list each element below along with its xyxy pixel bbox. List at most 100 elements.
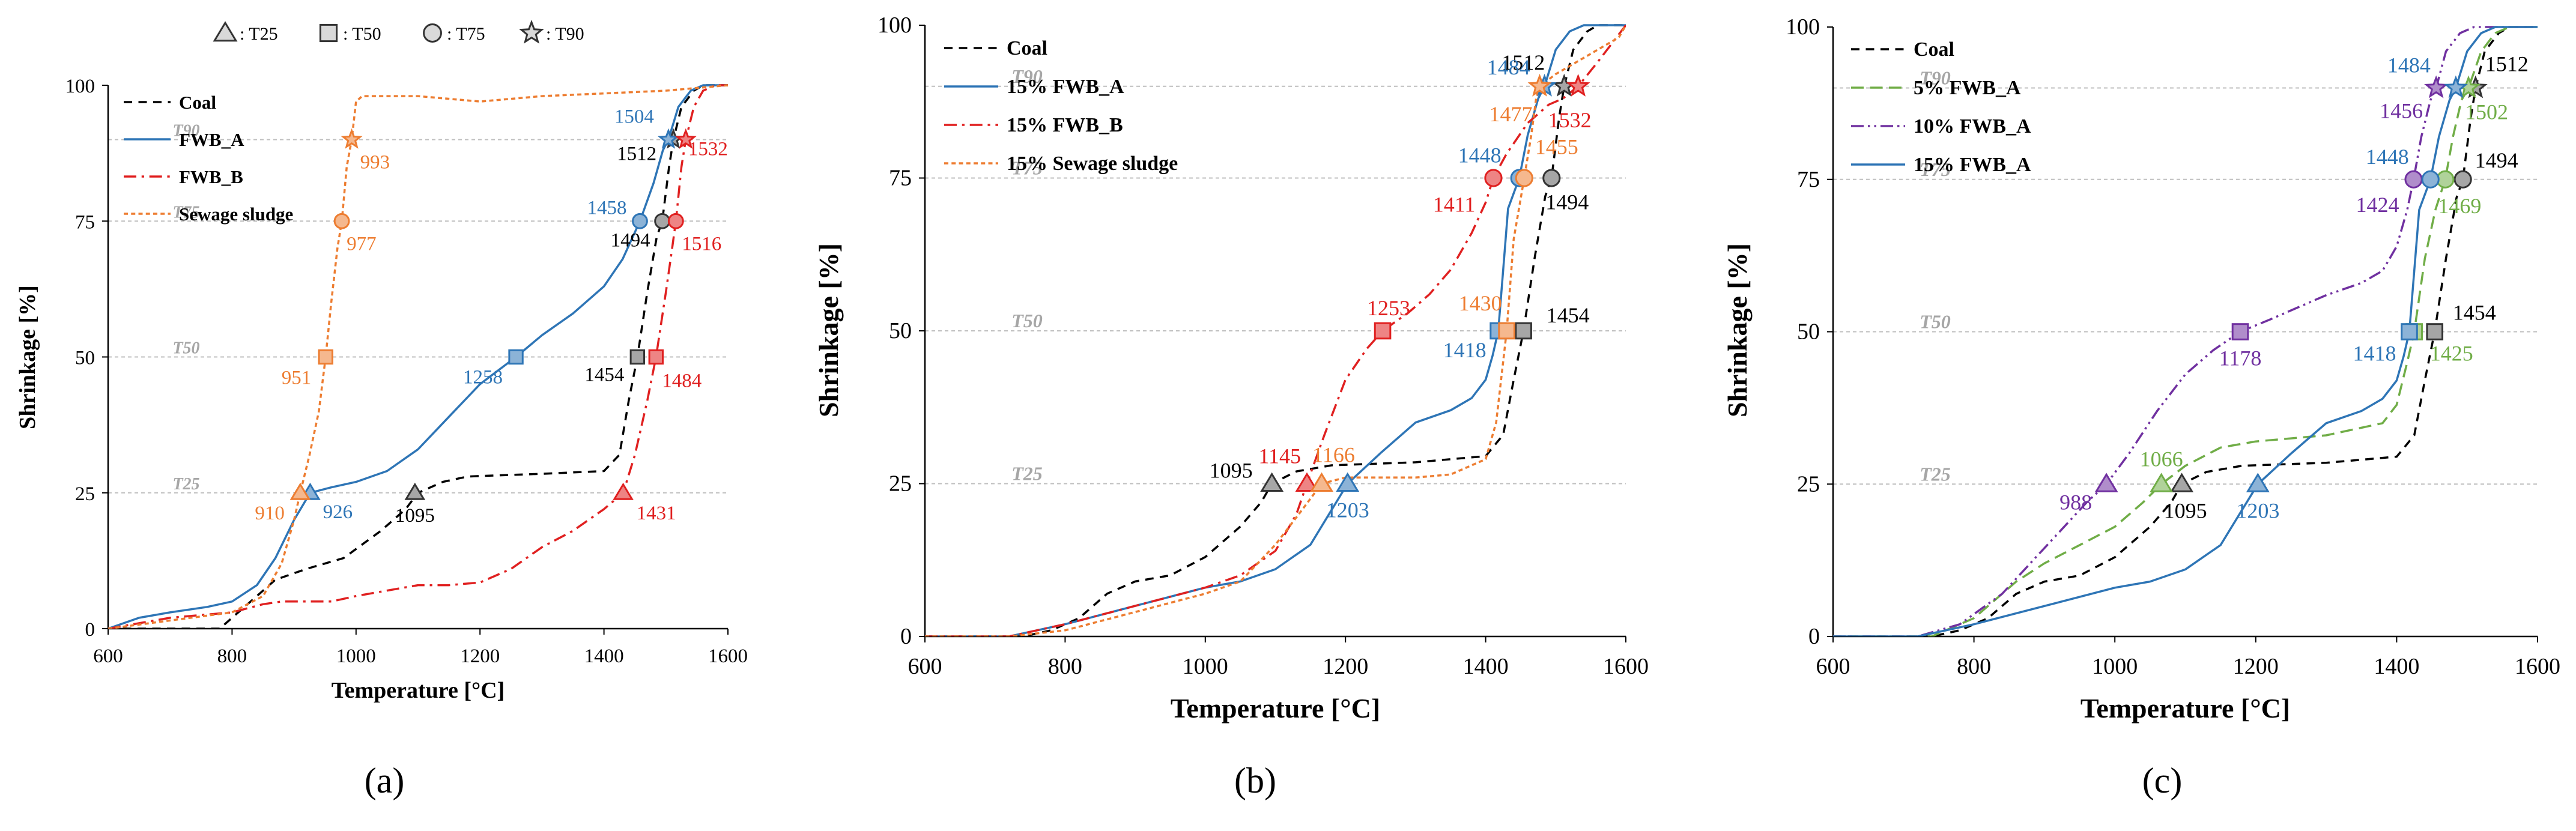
marker-triangle-fwb_b (613, 482, 634, 500)
marker-legend: : T25: T50: T75: T90 (213, 19, 584, 44)
ref-line-label: T50 (1920, 311, 1951, 333)
panel-caption: (b) (1234, 761, 1276, 800)
marker-star-fwb_b (1566, 73, 1590, 97)
ref-line-label: T25 (1011, 463, 1043, 485)
marker-circle-sludge (333, 213, 350, 229)
x-axis-title: Temperature [°C] (2080, 693, 2290, 724)
marker-value-label: 1512 (1502, 50, 1545, 74)
marker-value-label: 1458 (587, 197, 626, 219)
ref-line-label: T25 (1920, 463, 1951, 485)
series-line-coal (925, 24, 1626, 636)
chart-panel-c: T25 T50 T75 T90 600 800 1000 1200 1400 1600 0 25 50 7… (1722, 14, 2560, 800)
panel-caption: (a) (365, 761, 405, 800)
x-tick-label: 1600 (708, 645, 748, 667)
x-tick-label: 1200 (460, 645, 500, 667)
marker-triangle-fwb5 (2150, 473, 2174, 492)
y-axis-title: Shrinkage [%] (813, 243, 844, 417)
square-legend-icon (319, 23, 338, 43)
marker-value-label: 1454 (2453, 301, 2496, 325)
marker-value-label: 1166 (1312, 443, 1355, 467)
marker-star-fwb_a (657, 128, 679, 149)
marker-value-label: 1425 (2430, 342, 2473, 366)
x-tick-label: 1600 (2515, 654, 2560, 679)
marker-value-label: 1178 (2219, 346, 2262, 370)
x-tick-label: 800 (1957, 654, 1991, 679)
marker-circle-fwb_a (632, 213, 648, 229)
marker-triangle-fwb_b (1295, 472, 1319, 492)
marker-square-fwb10 (2231, 323, 2249, 340)
marker-square-coal (2426, 323, 2444, 340)
y-tick-label: 25 (1797, 471, 1820, 497)
legend-label: Coal (1914, 38, 1954, 61)
marker-value-label: 988 (2059, 490, 2092, 514)
marker-value-label: 1418 (2353, 342, 2396, 366)
series-line-fwb_b (925, 24, 1626, 636)
x-tick-label: 600 (93, 645, 123, 667)
marker-value-label: 1456 (2380, 99, 2423, 123)
y-tick-label: 75 (75, 211, 95, 233)
y-axis-title: Shrinkage [%] (15, 285, 40, 429)
marker-circle-fwb_a (2421, 170, 2440, 189)
marker-value-label: 1203 (2236, 498, 2279, 522)
x-tick-label: 600 (908, 654, 942, 679)
marker-square-fwb_a (508, 349, 524, 365)
y-tick-label: 0 (900, 624, 912, 649)
legend-label: FWB_A (179, 129, 244, 150)
marker-star-sludge (1527, 73, 1552, 97)
y-tick-label: 100 (877, 13, 912, 38)
star-legend-icon (519, 19, 544, 44)
marker-value-label: 1253 (1367, 296, 1410, 320)
marker-value-label: 1424 (2356, 193, 2399, 217)
marker-value-label: 1494 (2475, 148, 2518, 172)
y-axis-title: Shrinkage [%] (1722, 243, 1753, 417)
y-tick-label: 50 (889, 318, 912, 343)
marker-value-label: 1095 (2164, 498, 2207, 522)
circle-legend-icon (423, 23, 442, 43)
marker-value-label: 1455 (1535, 135, 1578, 159)
marker-value-label: 1516 (682, 233, 721, 255)
marker-triangle-fwb10 (2094, 473, 2118, 492)
series-line-sludge (925, 25, 1626, 636)
marker-square-sludge (318, 349, 333, 365)
y-tick-label: 100 (1786, 14, 1820, 40)
marker-triangle-coal (1260, 472, 1284, 492)
y-tick-label: 0 (1808, 624, 1820, 649)
ref-line-label: T75 (1011, 157, 1043, 179)
marker-value-label: 1066 (2140, 447, 2183, 471)
chart-panel-b: T25 T50 T75 T90 600 800 1000 1200 1400 1600 0 25 50 7… (813, 13, 1649, 800)
y-tick-label: 50 (1797, 319, 1820, 345)
y-tick-label: 0 (85, 619, 95, 641)
marker-value-label: 1469 (2438, 194, 2481, 218)
marker-triangle-fwb_a (1336, 472, 1360, 492)
marker-star-fwb_b (674, 128, 697, 149)
series-line-sludge (108, 84, 728, 629)
marker-legend-label: : T90 (546, 24, 584, 44)
legend-label: 5% FWB_A (1914, 77, 2021, 99)
x-tick-label: 1600 (1603, 654, 1649, 679)
marker-value-label: 1494 (1545, 190, 1589, 214)
y-tick-label: 100 (65, 76, 95, 97)
marker-value-label: 910 (255, 503, 285, 524)
x-tick-label: 1200 (1323, 654, 1368, 679)
legend-label: 10% FWB_A (1914, 115, 2031, 137)
marker-value-label: 926 (323, 501, 353, 523)
ref-line-label: T50 (172, 339, 199, 358)
x-tick-label: 1000 (336, 645, 376, 667)
marker-star-sludge (341, 128, 363, 149)
x-tick-label: 800 (1048, 654, 1082, 679)
y-tick-label: 75 (1797, 167, 1820, 192)
x-tick-label: 800 (217, 645, 247, 667)
x-tick-label: 1000 (1183, 654, 1228, 679)
marker-square-fwb_a (2401, 323, 2418, 340)
x-axis-title: Temperature [°C] (1171, 693, 1380, 724)
marker-value-label: 1418 (1443, 338, 1487, 362)
x-tick-label: 1200 (2233, 654, 2279, 679)
panel-caption: (c) (2142, 761, 2183, 800)
legend-label: Coal (179, 92, 216, 113)
marker-value-label: 1532 (688, 139, 728, 160)
x-tick-label: 1400 (1463, 654, 1509, 679)
marker-square-fwb_b (648, 349, 664, 365)
x-axis-title: Temperature [°C] (332, 678, 505, 703)
series-line-coal (1833, 26, 2538, 636)
marker-value-label: 1454 (584, 364, 624, 386)
